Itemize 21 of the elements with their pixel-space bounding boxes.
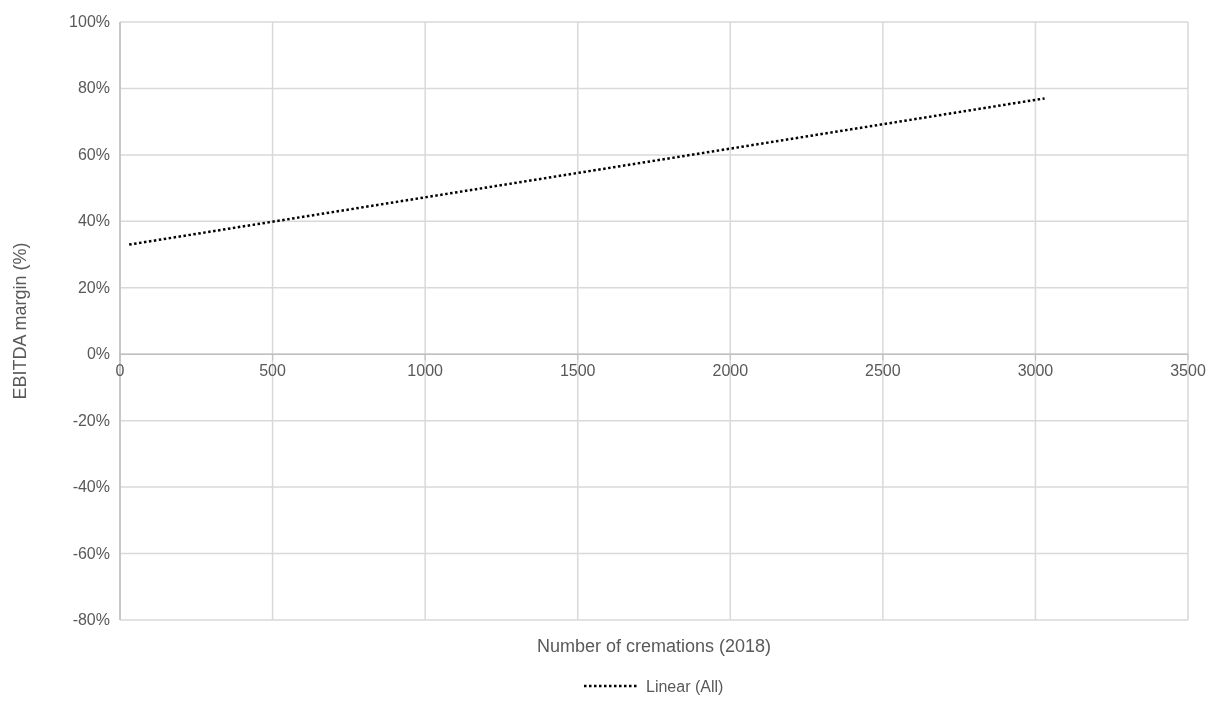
x-tick-label: 2000: [712, 362, 749, 380]
x-tick-label: 500: [259, 362, 287, 380]
x-tick-label: 0: [115, 362, 125, 380]
legend-label: Linear (All): [646, 678, 724, 695]
x-tick-label: 3000: [1017, 362, 1054, 380]
x-axis-title: Number of cremations (2018): [536, 636, 772, 656]
y-tick-label: 80%: [77, 79, 110, 97]
x-tick-label: 2500: [865, 362, 901, 380]
y-tick-label: 0%: [86, 345, 110, 363]
y-tick-label: -60%: [72, 544, 110, 562]
x-tick-label: 1500: [559, 362, 596, 380]
x-tick-label: 1000: [407, 362, 444, 380]
y-axis-title: EBITDA margin (%): [10, 242, 30, 400]
y-tick-label: 20%: [77, 278, 110, 296]
y-tick-label: -20%: [72, 411, 110, 429]
y-tick-label: 60%: [77, 145, 110, 163]
y-tick-label: -80%: [72, 611, 110, 628]
y-tick-label: 40%: [77, 212, 110, 230]
x-tick-label: 3500: [1170, 362, 1206, 380]
y-tick-label: -40%: [72, 478, 110, 496]
y-tick-label: 100%: [69, 13, 110, 30]
